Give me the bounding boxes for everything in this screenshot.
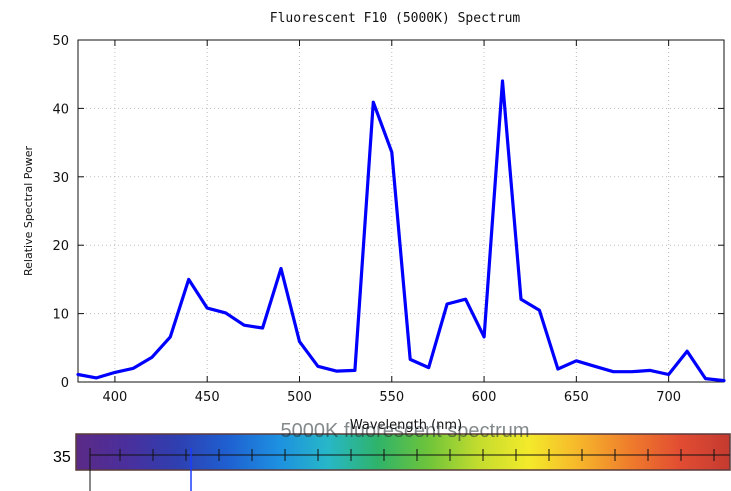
- x-tick-label: 400: [103, 390, 128, 405]
- overlay-number-label: 35: [53, 449, 71, 466]
- y-tick-label: 50: [52, 34, 69, 49]
- axis-tick-labels: 400 450 500 550 600 650 700 0 10 20 30 40 50: [52, 34, 681, 405]
- x-tick-label: 450: [195, 390, 220, 405]
- y-tick-label: 40: [52, 102, 69, 117]
- spectrum-bar: [75, 433, 731, 471]
- y-tick-label: 10: [52, 308, 69, 323]
- chart-title: Fluorescent F10 (5000K) Spectrum: [270, 11, 521, 26]
- x-tick-label: 550: [379, 390, 404, 405]
- series-line: [76, 79, 726, 383]
- y-tick-label: 20: [52, 239, 69, 254]
- y-tick-label: 0: [61, 376, 69, 391]
- series-points: [77, 80, 725, 381]
- x-tick-label: 600: [472, 390, 497, 405]
- x-axis-label: Wavelength (nm): [350, 418, 462, 433]
- x-tick-label: 650: [564, 390, 589, 405]
- plot-frame: [77, 39, 725, 383]
- grid-lines: [78, 40, 724, 382]
- spectrum-bar-group: 5000K fluorescent spectrum 35: [53, 420, 731, 491]
- y-axis-label: Relative Spectral Power: [22, 146, 35, 277]
- axis-ticks: [78, 39, 724, 383]
- x-tick-label: 500: [287, 390, 312, 405]
- overlay-ghost-title: 5000K fluorescent spectrum: [280, 420, 529, 442]
- x-tick-label: 700: [656, 390, 681, 405]
- y-tick-label: 30: [52, 171, 69, 186]
- overlay-axis-ticks: [119, 449, 715, 461]
